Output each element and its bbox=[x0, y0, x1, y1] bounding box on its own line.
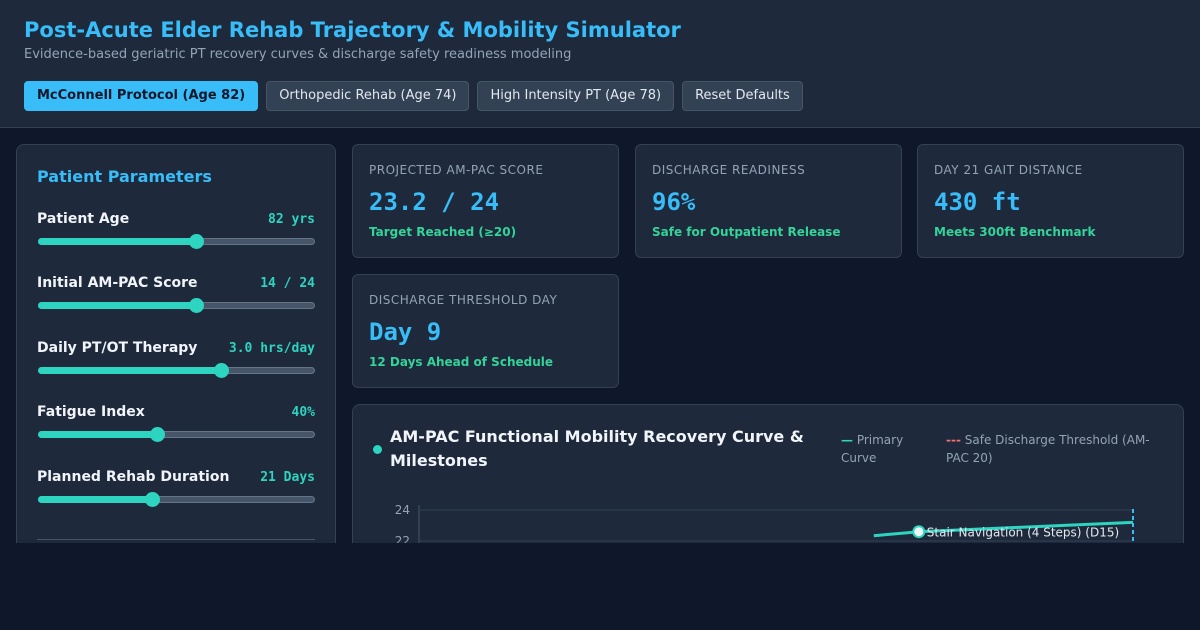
slider-fill bbox=[38, 367, 221, 374]
kpi-note: Target Reached (≥20) bbox=[369, 225, 517, 239]
viewport: Post-Acute Elder Rehab Trajectory & Mobi… bbox=[0, 0, 1200, 543]
kpi-value: 430 ft bbox=[934, 188, 1021, 216]
kpi-gait-distance: DAY 21 GAIT DISTANCE 430 ft Meets 300ft … bbox=[917, 144, 1184, 258]
slider-thumb[interactable] bbox=[150, 427, 166, 442]
fatigue-index-slider[interactable] bbox=[38, 426, 315, 442]
y-tick-label: 24 bbox=[395, 503, 410, 517]
legend-primary-curve: — Primary Curve bbox=[841, 431, 937, 467]
param-value: 21 Days bbox=[260, 470, 315, 485]
param-value: 3.0 hrs/day bbox=[228, 341, 315, 356]
patient-parameters-panel: Patient Parameters Patient Age 82 yrs In… bbox=[16, 144, 336, 543]
param-label: Initial AM-PAC Score bbox=[37, 275, 198, 291]
preset-high-intensity-button[interactable]: High Intensity PT (Age 78) bbox=[477, 81, 675, 111]
slider-thumb[interactable] bbox=[188, 298, 204, 313]
legend-threshold: --- Safe Discharge Threshold (AM-PAC 20) bbox=[946, 431, 1162, 467]
param-daily-therapy: Daily PT/OT Therapy 3.0 hrs/day bbox=[37, 340, 315, 390]
kpi-label: DISCHARGE READINESS bbox=[652, 163, 806, 177]
param-value: 82 yrs bbox=[268, 212, 315, 227]
slider-thumb[interactable] bbox=[213, 363, 229, 378]
param-rehab-duration: Planned Rehab Duration 21 Days bbox=[37, 469, 315, 519]
param-label: Fatigue Index bbox=[37, 404, 145, 420]
milestone-label: Stair Navigation (4 Steps) (D15) bbox=[927, 526, 1119, 540]
legend-label: Safe Discharge Threshold (AM-PAC 20) bbox=[946, 433, 1150, 465]
app-title: Post-Acute Elder Rehab Trajectory & Mobi… bbox=[24, 18, 681, 42]
slider-thumb[interactable] bbox=[188, 234, 204, 249]
kpi-projected-ampac: PROJECTED AM-PAC SCORE 23.2 / 24 Target … bbox=[352, 144, 619, 258]
slider-fill bbox=[38, 302, 196, 309]
kpi-label: DISCHARGE THRESHOLD DAY bbox=[369, 293, 558, 307]
chart-title-dot-icon bbox=[373, 445, 382, 454]
kpi-value: 23.2 / 24 bbox=[369, 188, 500, 216]
slider-thumb[interactable] bbox=[144, 492, 160, 507]
param-initial-ampac: Initial AM-PAC Score 14 / 24 bbox=[37, 275, 315, 325]
param-value: 14 / 24 bbox=[260, 276, 315, 291]
legend-swatch: — bbox=[841, 433, 853, 447]
reset-defaults-button[interactable]: Reset Defaults bbox=[682, 81, 803, 111]
param-label: Daily PT/OT Therapy bbox=[37, 340, 198, 356]
chart-title: AM-PAC Functional Mobility Recovery Curv… bbox=[390, 427, 804, 470]
legend-label: Primary Curve bbox=[841, 433, 904, 465]
kpi-label: DAY 21 GAIT DISTANCE bbox=[934, 163, 1083, 177]
panel-divider bbox=[37, 539, 315, 540]
param-label: Patient Age bbox=[37, 211, 130, 227]
recovery-chart-plot: 22 24 Stair Navigation (4 Steps) (D15) bbox=[395, 503, 1134, 543]
app-header: Post-Acute Elder Rehab Trajectory & Mobi… bbox=[0, 0, 1200, 128]
param-fatigue-index: Fatigue Index 40% bbox=[37, 404, 315, 454]
kpi-value: Day 9 bbox=[369, 318, 442, 346]
slider-fill bbox=[38, 496, 152, 503]
initial-ampac-slider[interactable] bbox=[38, 297, 315, 313]
panel-title: Patient Parameters bbox=[37, 167, 212, 186]
legend-swatch: --- bbox=[946, 433, 961, 447]
milestone-marker bbox=[912, 525, 926, 539]
patient-age-slider[interactable] bbox=[38, 233, 315, 249]
param-value: 40% bbox=[291, 405, 315, 420]
kpi-threshold-day: DISCHARGE THRESHOLD DAY Day 9 12 Days Ah… bbox=[352, 274, 619, 388]
kpi-note: Meets 300ft Benchmark bbox=[934, 225, 1096, 239]
preset-orthopedic-button[interactable]: Orthopedic Rehab (Age 74) bbox=[266, 81, 470, 111]
kpi-label: PROJECTED AM-PAC SCORE bbox=[369, 163, 544, 177]
preset-mcconnell-button[interactable]: McConnell Protocol (Age 82) bbox=[24, 81, 259, 111]
kpi-note: Safe for Outpatient Release bbox=[652, 225, 841, 239]
kpi-note: 12 Days Ahead of Schedule bbox=[369, 355, 554, 369]
param-label: Planned Rehab Duration bbox=[37, 469, 230, 485]
param-patient-age: Patient Age 82 yrs bbox=[37, 211, 315, 261]
app-subtitle: Evidence-based geriatric PT recovery cur… bbox=[24, 47, 572, 62]
daily-therapy-slider[interactable] bbox=[38, 362, 315, 378]
kpi-value: 96% bbox=[652, 188, 696, 216]
preset-bar: McConnell Protocol (Age 82) Orthopedic R… bbox=[24, 81, 803, 111]
y-tick-label: 22 bbox=[395, 534, 410, 543]
slider-fill bbox=[38, 238, 196, 245]
slider-fill bbox=[38, 431, 158, 438]
rehab-duration-slider[interactable] bbox=[38, 491, 315, 507]
recovery-chart-card: AM-PAC Functional Mobility Recovery Curv… bbox=[352, 404, 1184, 543]
kpi-discharge-readiness: DISCHARGE READINESS 96% Safe for Outpati… bbox=[635, 144, 902, 258]
